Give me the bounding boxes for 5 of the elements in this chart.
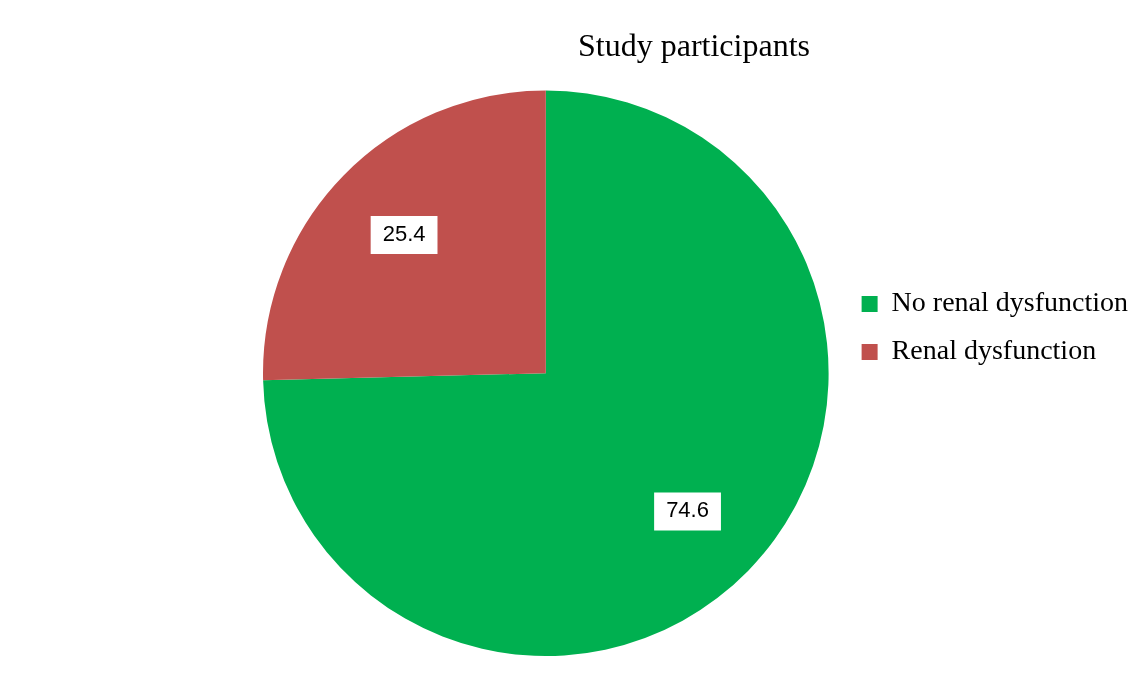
chart-title: Study participants <box>578 26 810 63</box>
data-label: 25.4 <box>382 221 426 247</box>
data-label: 74.6 <box>666 497 709 523</box>
legend-label: No renal dysfunction <box>891 286 1128 318</box>
legend-label: Renal dysfunction <box>891 334 1097 366</box>
